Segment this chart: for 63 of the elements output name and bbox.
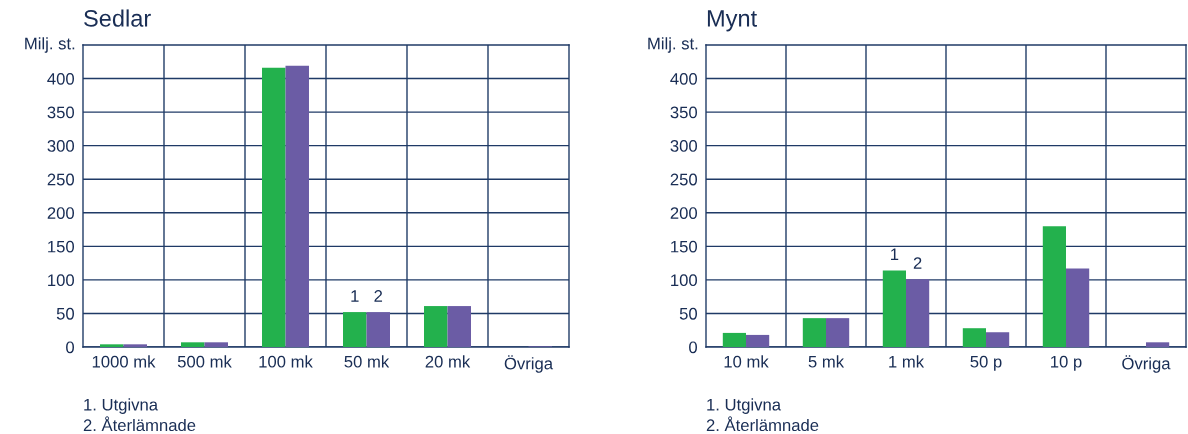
chart-title: Sedlar — [84, 9, 151, 27]
y-tick-label: 150 — [671, 240, 698, 253]
y-tick-label: 200 — [670, 207, 698, 219]
y-axis-title: Milj. st. — [648, 37, 698, 53]
text: 2. Återlämnade — [706, 416, 819, 432]
bar — [986, 332, 1010, 347]
y-tick-label: 50 — [679, 307, 698, 320]
y-tick-label: 350 — [670, 106, 698, 119]
x-tick-label: 50 p — [970, 355, 1002, 371]
bar — [906, 279, 930, 347]
bar — [181, 342, 205, 347]
x-tick-label: Övriga — [504, 355, 554, 373]
bar — [962, 328, 986, 347]
bar — [1066, 268, 1090, 347]
bar — [366, 312, 390, 347]
text: 1. Utgivna — [84, 398, 159, 414]
y-tick-label: 400 — [47, 72, 75, 85]
bar — [123, 344, 147, 347]
y-tick-label: 250 — [670, 173, 698, 186]
bar — [100, 344, 124, 347]
bar — [826, 318, 850, 347]
x-tick-label: 10 p — [1051, 355, 1082, 371]
annotation: 2 — [913, 257, 922, 269]
y-tick-label: 150 — [48, 240, 75, 253]
bar — [424, 306, 448, 347]
chart-title: Mynt — [707, 10, 757, 32]
annotation: 1 — [351, 290, 359, 302]
y-tick-label: 400 — [670, 72, 698, 85]
y-tick-label: 200 — [47, 207, 75, 219]
y-tick-label: 250 — [47, 173, 75, 186]
bar — [746, 334, 770, 347]
y-tick-label: 300 — [47, 140, 75, 152]
x-tick-label: 100 mk — [259, 355, 313, 368]
y-tick-label: 100 — [671, 274, 698, 287]
text: 2. Återlämnade — [83, 416, 196, 432]
bar — [882, 270, 906, 347]
y-tick-label: 0 — [66, 341, 75, 354]
y-tick-label: 300 — [670, 140, 698, 152]
x-tick-label: 50 mk — [344, 355, 390, 368]
x-tick-label: 500 mk — [177, 355, 232, 368]
bar — [285, 65, 309, 347]
x-tick-label: 20 mk — [425, 355, 471, 368]
annotation: 2 — [374, 290, 383, 302]
bar — [802, 318, 826, 347]
x-tick-label: 5 mk — [808, 355, 845, 368]
bar — [204, 342, 228, 347]
bar — [722, 332, 746, 347]
x-tick-label: 10 mk — [724, 355, 769, 368]
y-tick-label: 50 — [56, 307, 75, 320]
annotation: 1 — [891, 248, 899, 261]
x-tick-label: Övriga — [1122, 355, 1171, 373]
x-tick-label: 1 mk — [889, 355, 925, 368]
x-tick-label: 1000 mk — [92, 355, 156, 368]
bar — [1146, 342, 1170, 347]
y-tick-label: 100 — [48, 274, 75, 287]
y-axis-title: Milj. st. — [25, 37, 75, 53]
y-tick-label: 350 — [47, 106, 75, 119]
bar — [447, 306, 471, 347]
bar — [262, 67, 286, 347]
bar — [1042, 226, 1066, 347]
y-tick-label: 0 — [689, 341, 698, 354]
text: 1. Utgivna — [707, 398, 782, 414]
bar — [343, 312, 367, 347]
